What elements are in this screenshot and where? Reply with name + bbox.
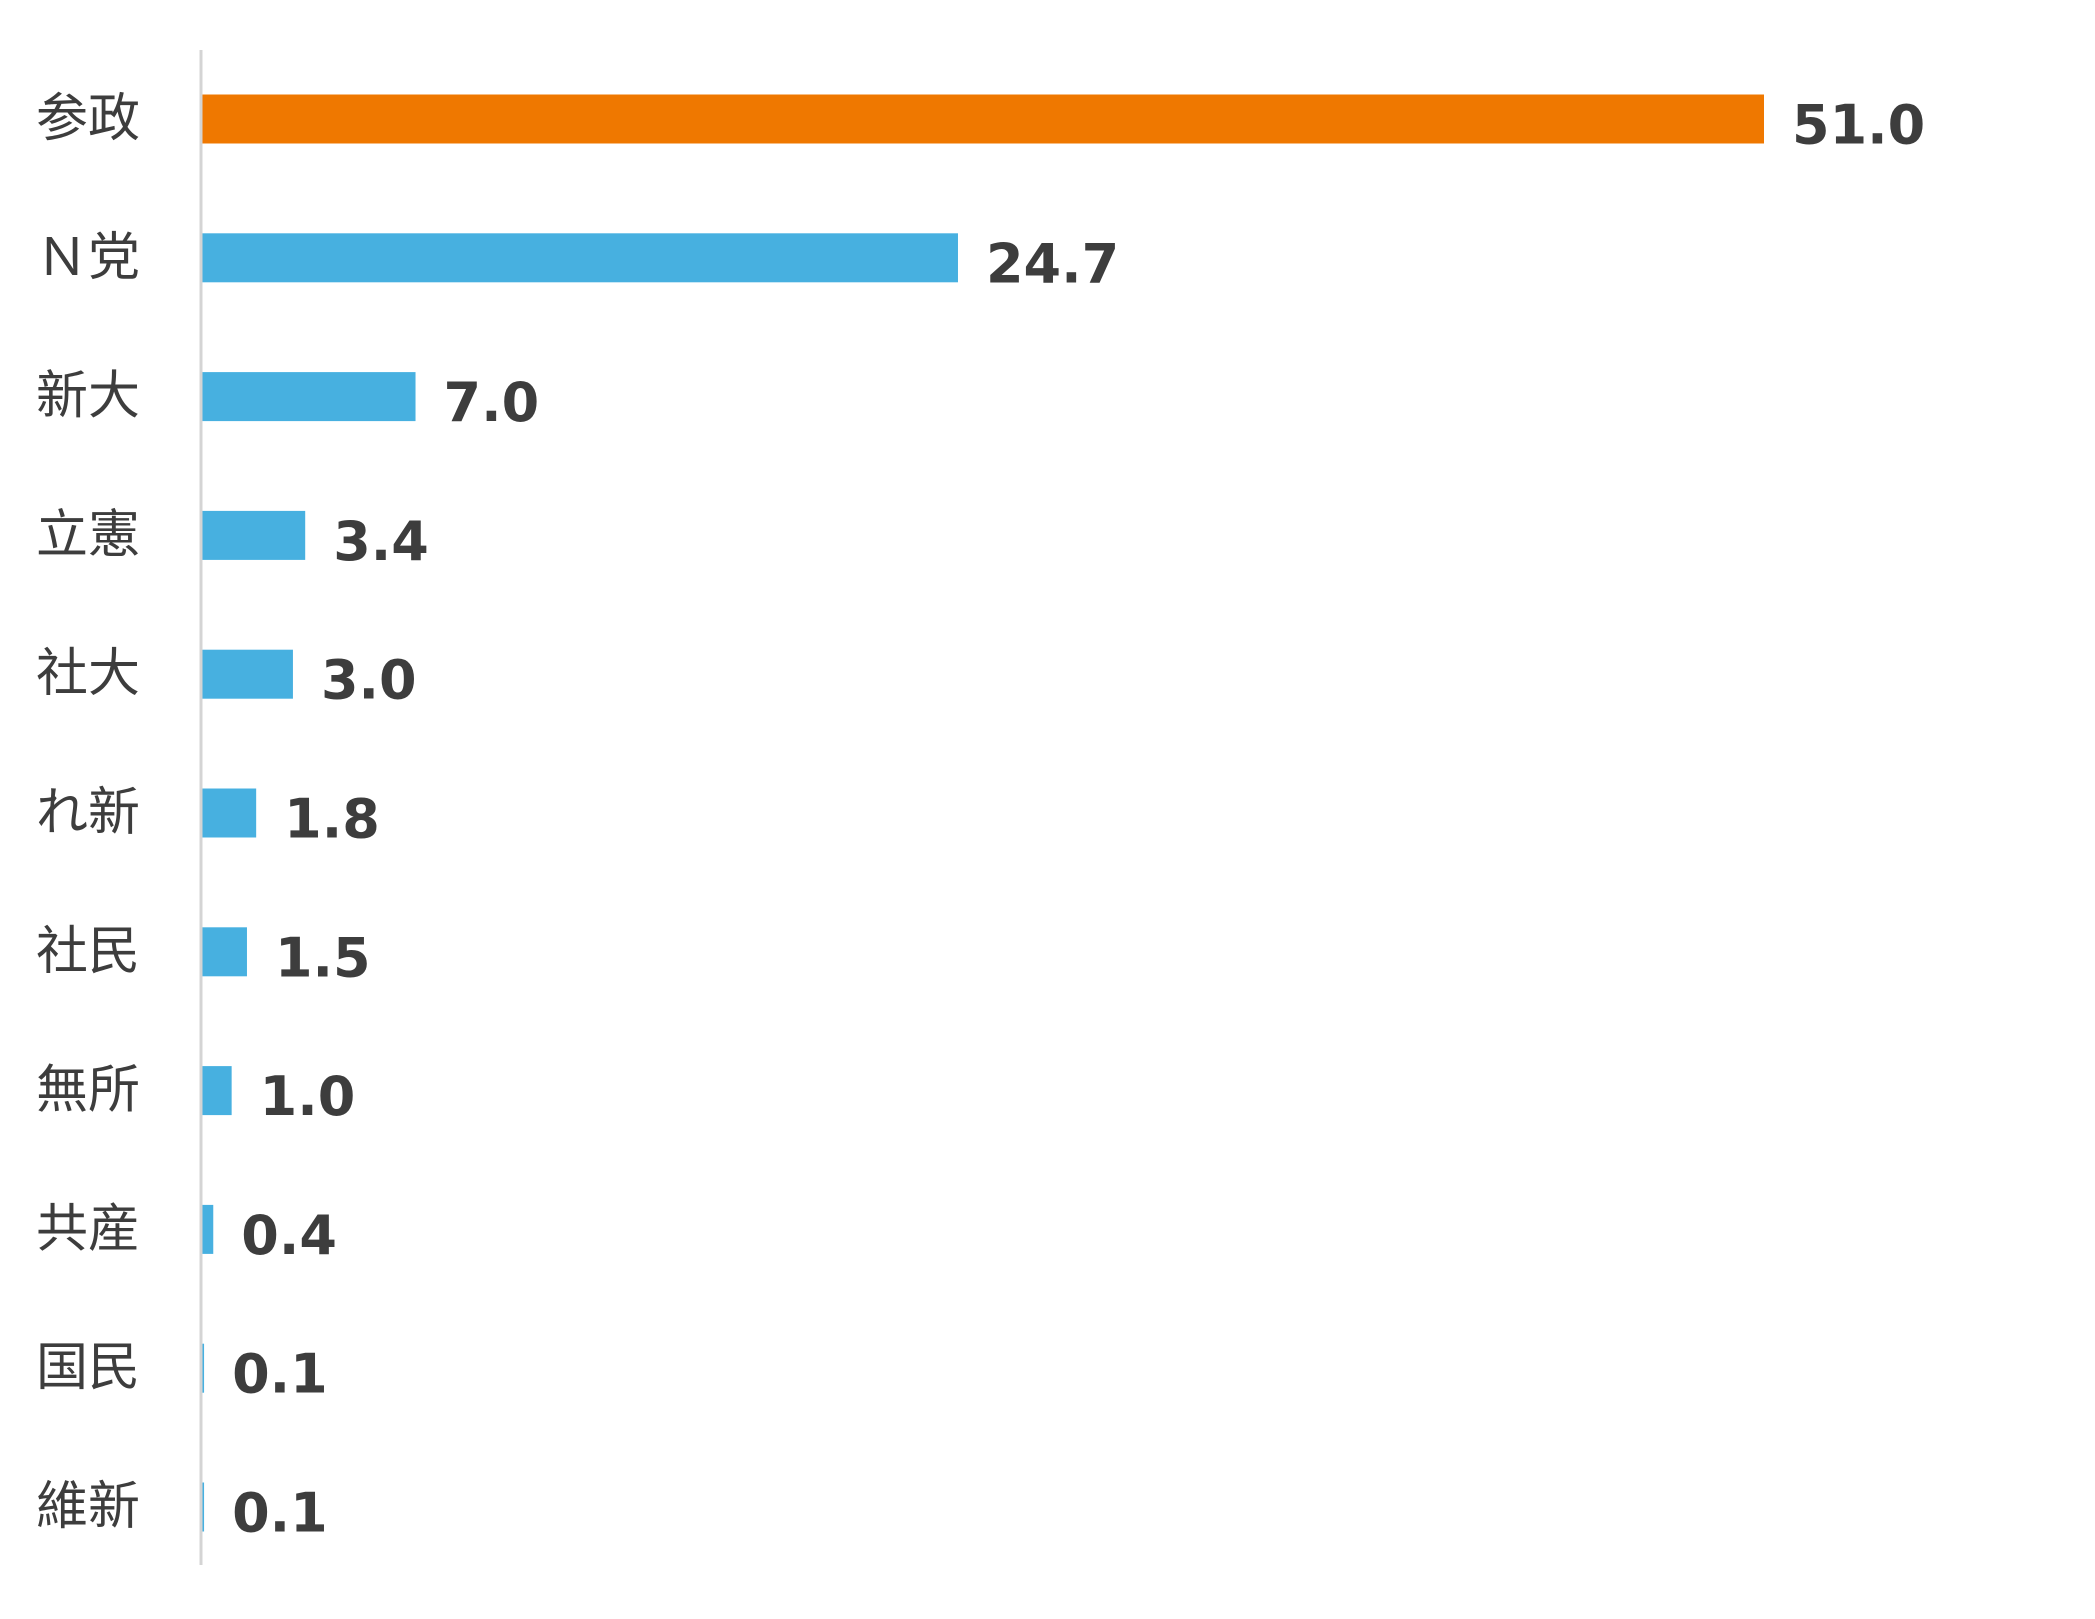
bar-9 [201,1343,205,1393]
value-labels-group: 51.0 24.7 7.0 3.4 3.0 1.8 1.5 1.0 0.4 0.1 0.1 [232,94,1925,1545]
category-label-0: 参政 [36,89,140,149]
category-label-7: 無所 [36,1061,140,1121]
value-label-0: 51.0 [1792,94,1925,157]
category-label-6: 社民 [36,922,140,982]
value-label-5: 1.8 [284,788,380,851]
bar-8 [201,1204,214,1254]
category-label-5: れ新 [36,783,140,843]
value-label-10: 0.1 [232,1482,328,1545]
category-label-2: 新大 [36,367,140,427]
category-label-8: 共産 [36,1199,140,1259]
bar-4 [201,649,293,699]
category-label-3: 立憲 [36,505,140,565]
category-label-4: 社大 [36,644,140,704]
bar-3 [201,510,306,560]
value-label-6: 1.5 [275,926,371,989]
category-label-10: 維新 [36,1477,140,1537]
value-label-1: 24.7 [986,232,1119,295]
bar-0 [201,94,1764,144]
bar-1 [201,233,958,283]
value-label-8: 0.4 [241,1204,337,1267]
bar-7 [201,1066,232,1116]
bar-2 [201,372,416,422]
value-label-4: 3.0 [321,649,417,712]
value-label-3: 3.4 [333,510,429,573]
value-label-9: 0.1 [232,1343,328,1406]
category-label-1: Ｎ党 [36,228,140,288]
bars-group [201,94,1764,1532]
value-label-7: 1.0 [260,1065,356,1128]
bar-6 [201,927,247,977]
category-label-9: 国民 [36,1338,140,1398]
bar-5 [201,788,257,838]
value-label-2: 7.0 [444,371,540,434]
bar-10 [201,1482,205,1532]
